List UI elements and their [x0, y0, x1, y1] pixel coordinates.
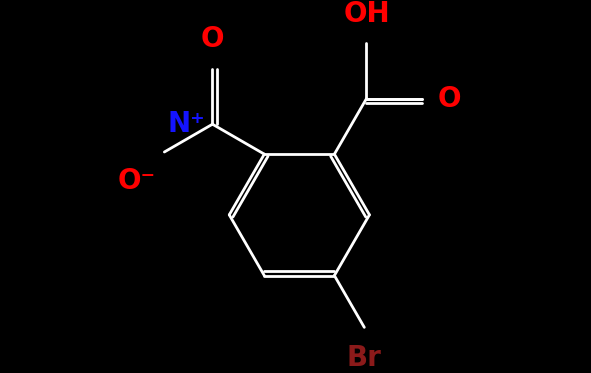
Text: N⁺: N⁺	[168, 110, 206, 138]
Text: O: O	[201, 25, 224, 53]
Text: O⁻: O⁻	[118, 167, 156, 195]
Text: O: O	[437, 85, 461, 113]
Text: OH: OH	[343, 0, 389, 28]
Text: Br: Br	[347, 344, 382, 373]
